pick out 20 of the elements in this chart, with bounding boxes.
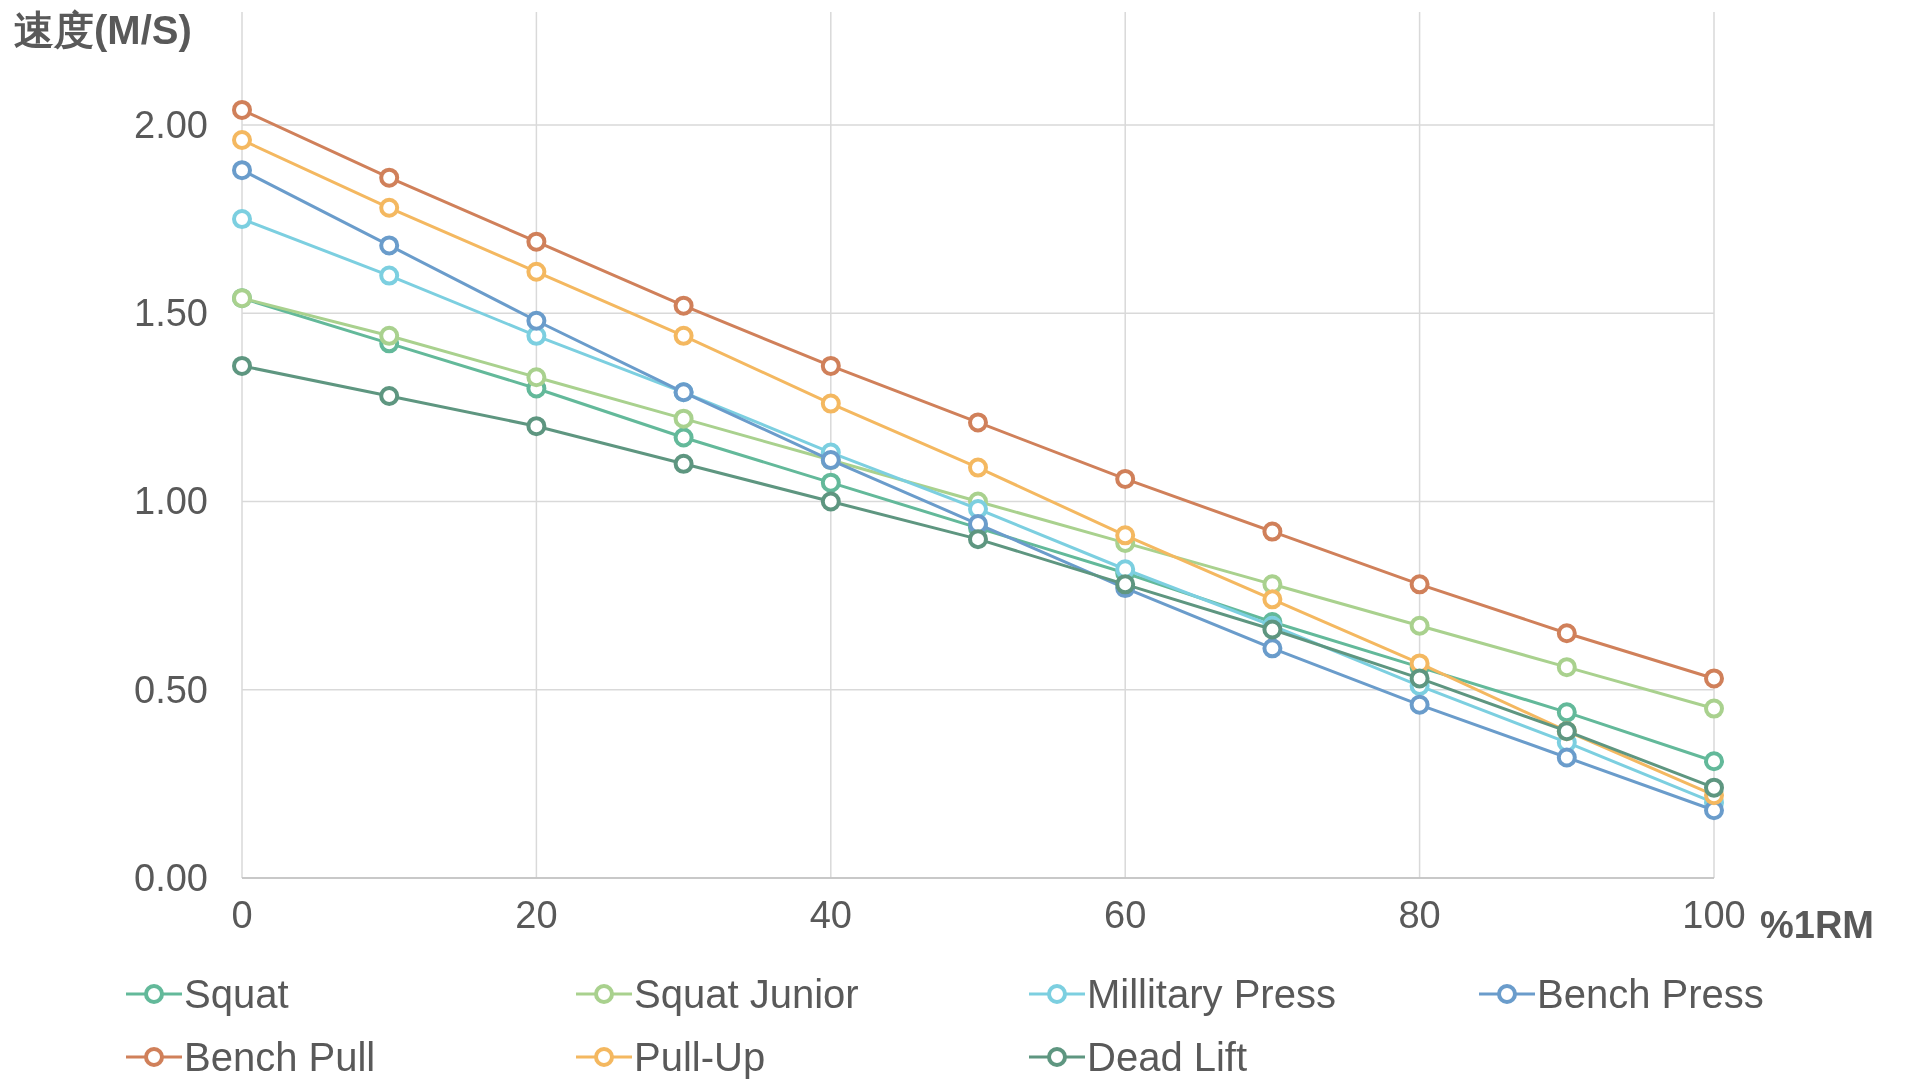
x-axis-title: %1RM	[1759, 904, 1874, 946]
y-tick-label: 2.00	[134, 103, 208, 146]
legend-label: Bench Press	[1537, 972, 1764, 1016]
x-tick-label: 80	[1398, 894, 1441, 936]
legend-label: Pull-Up	[634, 1035, 766, 1079]
legend-label: Dead Lift	[1087, 1035, 1248, 1079]
y-tick-label: 1.00	[134, 480, 208, 523]
y-tick-label: 0.00	[134, 857, 208, 899]
legend-label: Squat Junior	[634, 972, 859, 1016]
x-tick-label: 0	[231, 894, 253, 936]
legend-label: Millitary Press	[1087, 972, 1336, 1016]
x-tick-label: 100	[1682, 894, 1746, 936]
y-tick-label: 1.50	[134, 292, 208, 335]
x-tick-label: 40	[809, 894, 852, 936]
legend-label: Squat	[184, 972, 289, 1016]
y-axis-title: 速度(M/S)	[14, 8, 192, 52]
legend-label: Bench Pull	[184, 1035, 376, 1079]
y-tick-label: 0.50	[134, 668, 208, 711]
x-tick-label: 20	[515, 894, 558, 936]
x-tick-label: 60	[1104, 894, 1147, 936]
